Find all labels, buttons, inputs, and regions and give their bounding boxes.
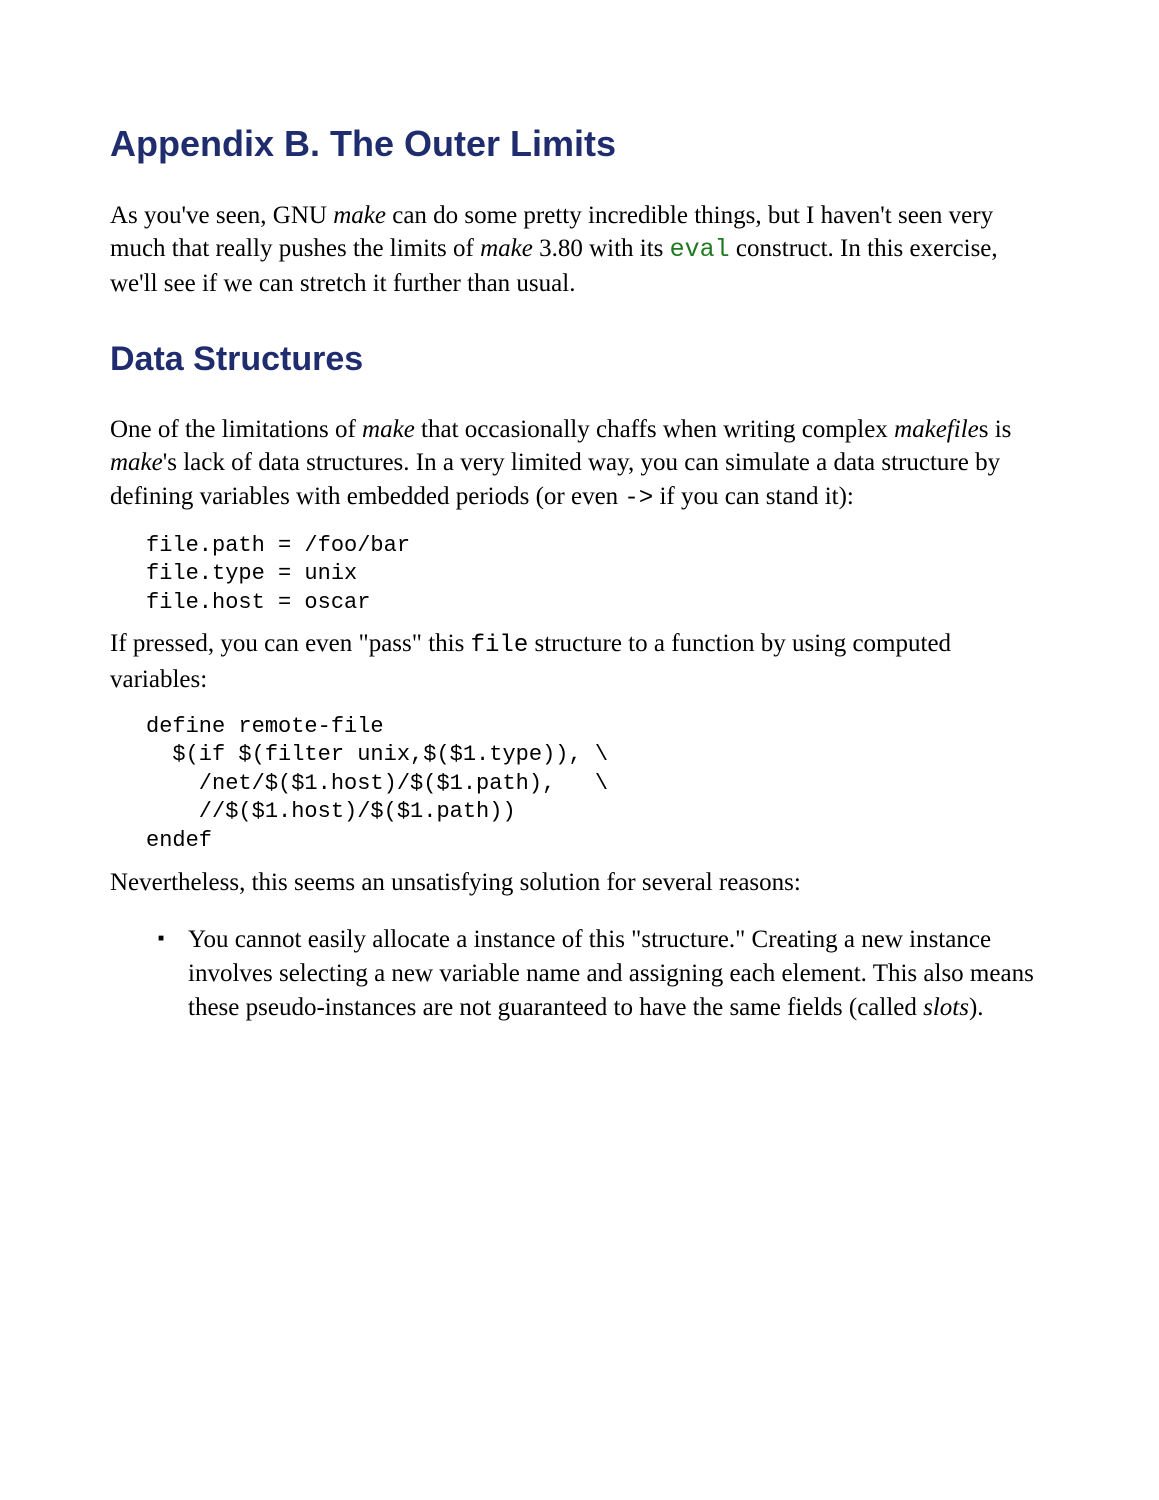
code-block-2: define remote-file $(if $(filter unix,$(… xyxy=(146,713,1049,856)
ds-make-1: make xyxy=(362,416,415,443)
bullet-slots: slots xyxy=(923,994,969,1021)
intro-text-3: 3.80 with its xyxy=(533,235,670,262)
nevertheless-paragraph: Nevertheless, this seems an unsatisfying… xyxy=(110,866,1049,900)
data-structures-paragraph: One of the limitations of make that occa… xyxy=(110,413,1049,516)
section-heading-data-structures: Data Structures xyxy=(110,337,1049,383)
pressed-text-1: If pressed, you can even "pass" this xyxy=(110,630,471,657)
page-title: Appendix B. The Outer Limits xyxy=(110,120,1049,169)
intro-make-1: make xyxy=(333,202,386,229)
ds-arrow-code: -> xyxy=(624,485,653,512)
ds-text-2: that occasionally chaffs when writing co… xyxy=(415,416,894,443)
bullet-text-1b: ). xyxy=(969,994,984,1021)
ds-text-4: 's lack of data structures. In a very li… xyxy=(110,449,1000,510)
intro-eval-code: eval xyxy=(670,235,730,264)
pressed-file-code: file xyxy=(471,632,529,659)
list-item: You cannot easily allocate a instance of… xyxy=(188,923,1049,1024)
ds-text-1: One of the limitations of xyxy=(110,416,362,443)
intro-make-2: make xyxy=(480,235,533,262)
intro-paragraph: As you've seen, GNU make can do some pre… xyxy=(110,199,1049,301)
ds-text-5: if you can stand it): xyxy=(653,483,854,510)
ds-make-2: make xyxy=(110,449,163,476)
bullet-text-1a: You cannot easily allocate a instance of… xyxy=(188,926,1034,1021)
pressed-paragraph: If pressed, you can even "pass" this fil… xyxy=(110,627,1049,696)
ds-makefile: makefile xyxy=(894,416,979,443)
ds-text-3: s is xyxy=(979,416,1012,443)
reasons-list: You cannot easily allocate a instance of… xyxy=(110,923,1049,1024)
intro-text-1: As you've seen, GNU xyxy=(110,202,333,229)
code-block-1: file.path = /foo/bar file.type = unix fi… xyxy=(146,532,1049,618)
